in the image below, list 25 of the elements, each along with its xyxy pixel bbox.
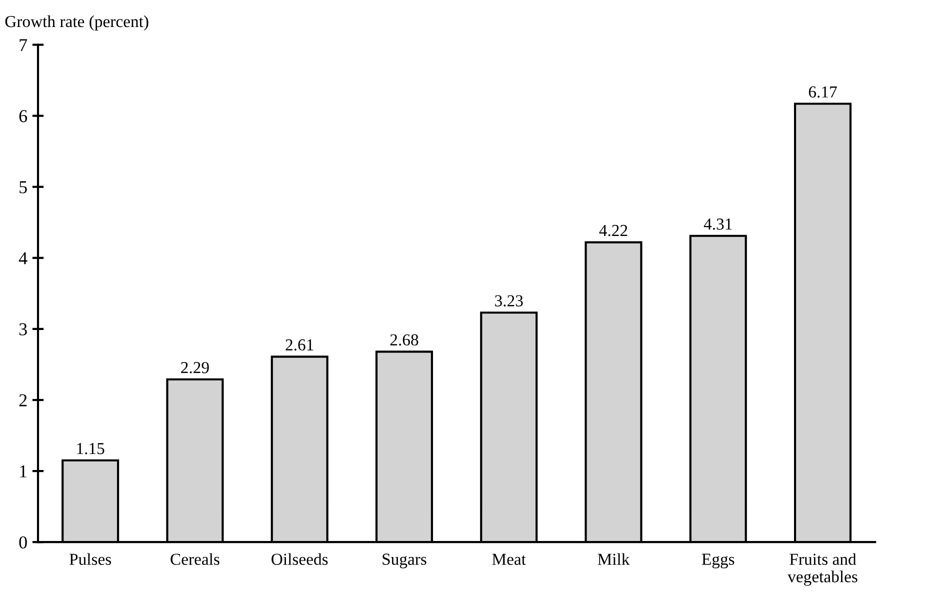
x-tick-label: Pulses [70, 553, 112, 565]
data-label: 4.31 [704, 218, 732, 230]
y-tick-label: 1 [20, 465, 27, 478]
data-label: 4.22 [599, 224, 628, 236]
y-tick-label: 5 [20, 181, 27, 194]
y-axis-title: Growth rate (percent) [5, 15, 148, 31]
x-tick-label: Milk [598, 553, 630, 565]
data-label: 1.15 [77, 443, 104, 454]
data-label: 2.68 [390, 334, 418, 346]
y-tick-label: 0 [19, 536, 27, 549]
x-tick-label: Meat [492, 554, 526, 565]
x-tick-label: Sugars [382, 554, 426, 568]
y-tick-label: 7 [20, 39, 28, 52]
y-tick-label: 4 [18, 252, 28, 264]
y-tick-label: 3 [19, 323, 27, 336]
y-tick-label: 2 [19, 394, 27, 406]
x-tick-label: Oilseeds [272, 553, 328, 565]
data-label: 2.29 [181, 362, 209, 374]
data-label: 3.23 [495, 295, 523, 307]
x-tick-label: Cereals [170, 553, 220, 565]
x-tick-label: Eggs [702, 554, 734, 568]
data-label: 6.17 [808, 86, 837, 98]
x-tick-label: Fruits and vegetables [788, 553, 858, 586]
y-tick-label: 6 [19, 110, 28, 122]
data-label: 2.61 [286, 339, 314, 351]
